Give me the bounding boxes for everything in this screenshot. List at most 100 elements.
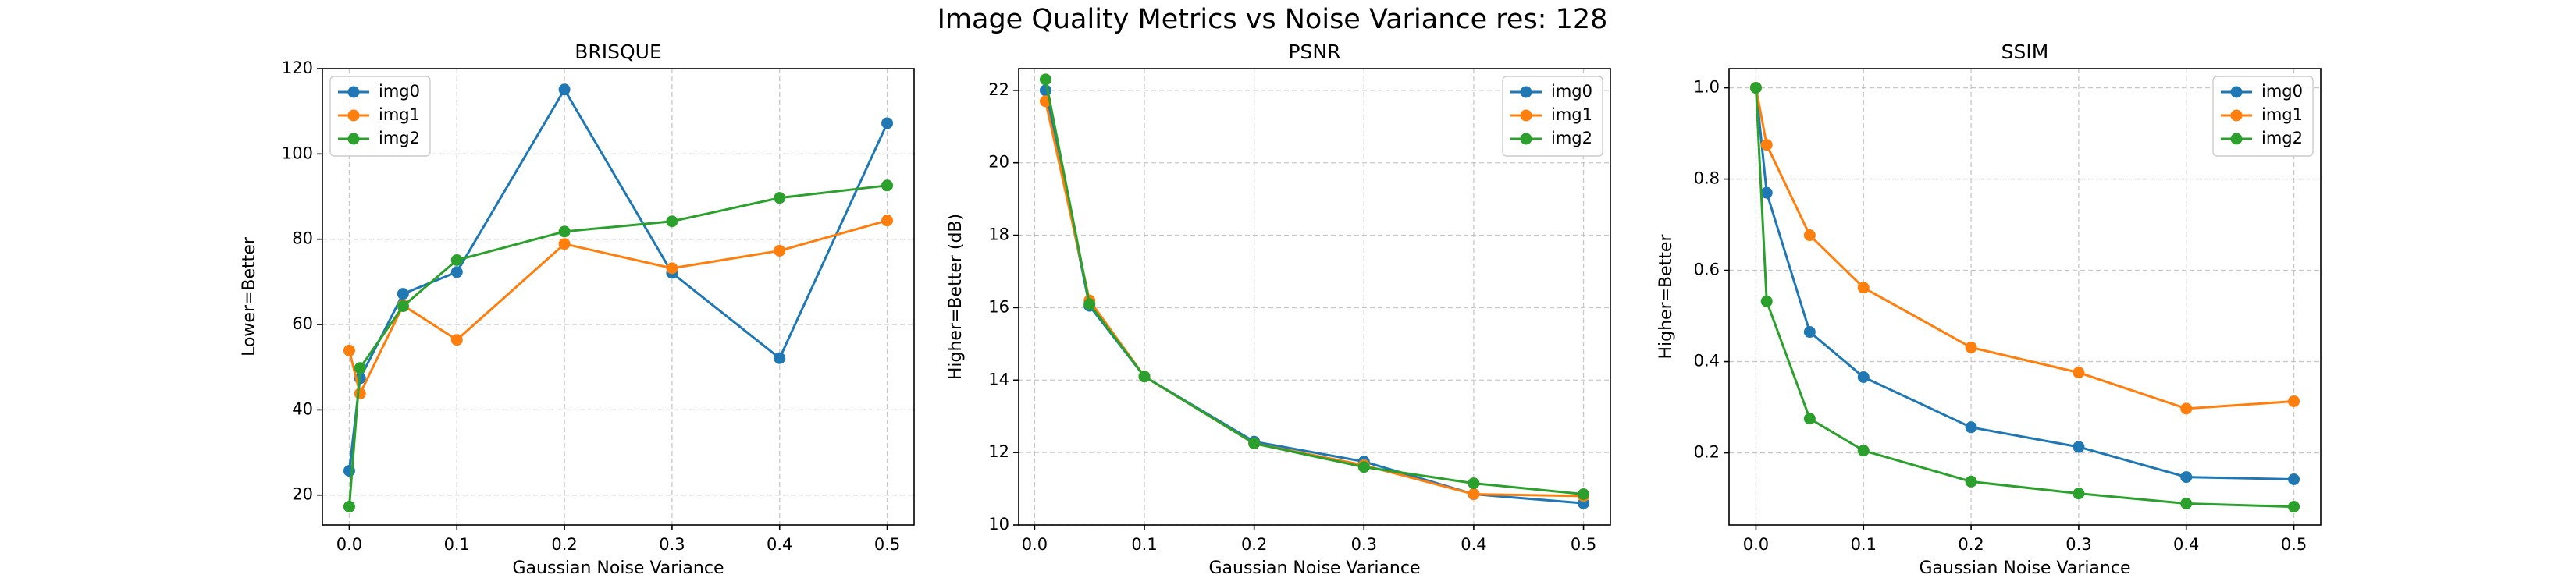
legend: img0 img1 img2	[2212, 76, 2314, 157]
y-tick-label: 100	[282, 144, 313, 162]
data-point-img0	[397, 288, 409, 300]
y-tick-label: 0.4	[1694, 352, 1720, 370]
y-tick-label: 16	[988, 297, 1009, 316]
y-tick-label: 0.8	[1694, 169, 1720, 188]
data-point-img1	[1965, 341, 1977, 353]
x-tick-label: 0.5	[1571, 535, 1596, 554]
y-tick-label: 80	[292, 229, 313, 248]
legend-marker-img2	[2230, 133, 2243, 145]
data-point-img2	[450, 254, 463, 266]
data-point-img1	[2073, 367, 2085, 379]
series-line-img0	[1754, 87, 2294, 480]
data-point-img1	[666, 262, 678, 275]
data-point-img0	[450, 266, 463, 278]
data-point-img2	[1138, 370, 1151, 383]
data-point-img2	[558, 225, 571, 238]
legend-marker-img1	[2230, 109, 2243, 122]
data-point-img2	[1578, 488, 1590, 501]
y-axis-label: Higher=Better (dB)	[946, 214, 966, 380]
series-img1	[343, 214, 894, 400]
data-point-img0	[881, 117, 894, 129]
data-point-img2	[1857, 445, 1870, 457]
data-point-img2	[1749, 82, 1762, 94]
legend-marker-img2	[347, 133, 360, 145]
series-img1	[1749, 82, 2300, 415]
series-img2	[1749, 82, 2300, 513]
legend-label-img0: img0	[1551, 82, 1592, 101]
x-tick-label: 0.3	[1351, 535, 1377, 554]
axes-frame	[1018, 68, 1611, 526]
series-line-img0	[347, 88, 888, 471]
x-tick-label: 0.5	[874, 535, 900, 554]
legend-label-img1: img1	[2261, 105, 2303, 124]
legend-marker-img0	[347, 86, 360, 98]
data-point-img2	[774, 192, 786, 204]
data-point-img1	[1803, 229, 1816, 242]
y-tick-label: 14	[988, 370, 1009, 388]
data-point-img0	[1803, 326, 1816, 339]
data-point-img1	[2180, 402, 2193, 415]
legend-label-img2: img2	[1551, 129, 1592, 147]
series-img2	[1039, 73, 1590, 501]
y-tick-label: 40	[292, 399, 313, 418]
x-tick-label: 0.4	[1461, 535, 1486, 554]
y-axis-label: Higher=Better	[1656, 234, 1676, 360]
x-tick-label: 0.4	[2173, 535, 2199, 554]
legend-marker-img1	[1520, 109, 1532, 122]
subplot-title: SSIM	[2001, 41, 2049, 63]
data-point-img2	[1965, 475, 1977, 488]
data-point-img1	[343, 344, 355, 356]
data-point-img2	[2288, 501, 2300, 513]
y-tick-label: 1.0	[1694, 78, 1720, 97]
x-axis-label: Gaussian Noise Variance	[1920, 558, 2131, 578]
subplot-title: PSNR	[1288, 41, 1340, 63]
x-tick-label: 0.2	[1958, 535, 1984, 554]
data-point-img2	[666, 215, 678, 228]
axes-frame	[322, 68, 915, 526]
x-tick-label: 0.3	[2065, 535, 2091, 554]
x-tick-label: 0.4	[767, 535, 792, 554]
y-axis-label: Lower=Better	[240, 236, 259, 356]
axes-frame	[1728, 68, 2322, 526]
legend-marker-img0	[1520, 86, 1532, 98]
subplot-psnr: 0.0 0.1 0.2 0.3 0.4 0.5 10 12 14 16 18 20 22 PSNR Gaus…	[946, 41, 1611, 578]
data-point-img1	[558, 238, 571, 250]
data-point-img0	[558, 83, 571, 96]
x-axis-label: Gaussian Noise Variance	[1209, 558, 1421, 578]
y-tick-label: 12	[988, 442, 1009, 461]
legend-label-img0: img0	[379, 82, 420, 101]
x-tick-label: 0.2	[1241, 535, 1267, 554]
x-tick-label: 0.0	[1743, 535, 1769, 554]
data-point-img1	[2288, 395, 2300, 407]
figure-suptitle: Image Quality Metrics vs Noise Variance …	[938, 4, 1608, 35]
x-axis-label: Gaussian Noise Variance	[513, 558, 724, 578]
y-tick-label: 0.6	[1694, 261, 1720, 279]
data-point-img0	[2288, 473, 2300, 485]
legend: img0 img1 img2	[1502, 76, 1603, 157]
legend-label-img1: img1	[379, 105, 420, 124]
x-tick-label: 0.1	[444, 535, 470, 554]
x-tick-label: 0.1	[1131, 535, 1157, 554]
data-point-img0	[1857, 370, 1870, 383]
data-point-img2	[2073, 488, 2085, 500]
y-tick-label: 20	[292, 485, 313, 504]
legend-marker-img1	[347, 109, 360, 122]
data-point-img2	[397, 300, 409, 313]
x-tick-label: 0.1	[1851, 535, 1877, 554]
series-line-img2	[1754, 87, 2294, 509]
data-point-img1	[774, 244, 786, 257]
y-tick-label: 0.2	[1694, 443, 1720, 462]
y-tick-label: 60	[292, 314, 313, 333]
legend-label-img2: img2	[379, 129, 420, 147]
y-tick-label: 120	[282, 58, 313, 77]
data-point-img0	[774, 352, 786, 364]
data-point-img2	[343, 500, 355, 512]
data-point-img2	[881, 179, 894, 192]
x-tick-label: 0.5	[2281, 535, 2307, 554]
y-tick-label: 10	[988, 515, 1009, 534]
y-tick-label: 20	[988, 153, 1009, 172]
data-point-img2	[2180, 498, 2193, 510]
series-line-img1	[1754, 87, 2294, 410]
y-tick-label: 18	[988, 225, 1009, 244]
